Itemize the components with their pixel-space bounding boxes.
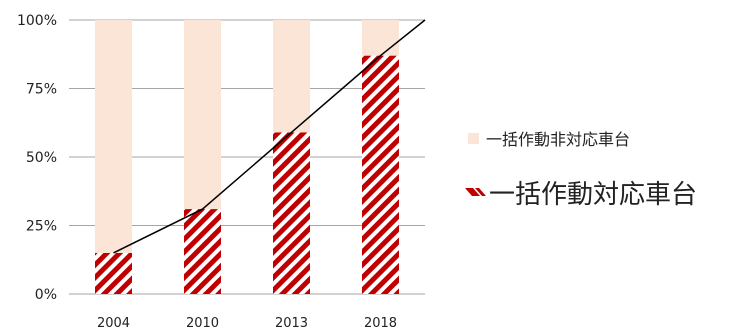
x-tick-label: 2013 bbox=[275, 316, 308, 328]
trend-line bbox=[113, 19, 426, 254]
y-tick-label: 0% bbox=[35, 287, 57, 303]
bar-non-supported bbox=[362, 20, 399, 56]
bars bbox=[95, 20, 399, 295]
x-axis: 2004 2010 2013 2018 bbox=[97, 316, 397, 328]
bar-supported bbox=[184, 209, 221, 294]
bar-supported bbox=[273, 132, 310, 294]
bar-non-supported bbox=[184, 20, 221, 210]
y-tick-label: 25% bbox=[26, 219, 57, 235]
legend: 一括作動非対応車台 一括作動対応車台 bbox=[465, 130, 697, 210]
legend-swatch-supported-2 bbox=[475, 188, 486, 196]
bar-non-supported bbox=[273, 20, 310, 133]
bar-supported bbox=[95, 252, 132, 294]
x-tick-label: 2004 bbox=[97, 316, 130, 328]
x-tick-label: 2010 bbox=[186, 316, 219, 328]
bar-non-supported bbox=[95, 20, 132, 253]
bar-supported bbox=[362, 55, 399, 295]
legend-label-non-supported: 一括作動非対応車台 bbox=[486, 130, 630, 149]
y-axis: 0% 25% 50% 75% 100% bbox=[17, 13, 57, 303]
y-tick-label: 75% bbox=[26, 82, 57, 98]
legend-label-supported: 一括作動対応車台 bbox=[489, 180, 697, 210]
legend-swatch-non-supported bbox=[468, 133, 479, 144]
x-tick-label: 2018 bbox=[364, 316, 397, 328]
trend-line-group bbox=[113, 19, 426, 254]
y-tick-label: 50% bbox=[26, 150, 57, 166]
y-tick-label: 100% bbox=[17, 13, 57, 29]
legend-swatch-supported bbox=[465, 188, 480, 196]
